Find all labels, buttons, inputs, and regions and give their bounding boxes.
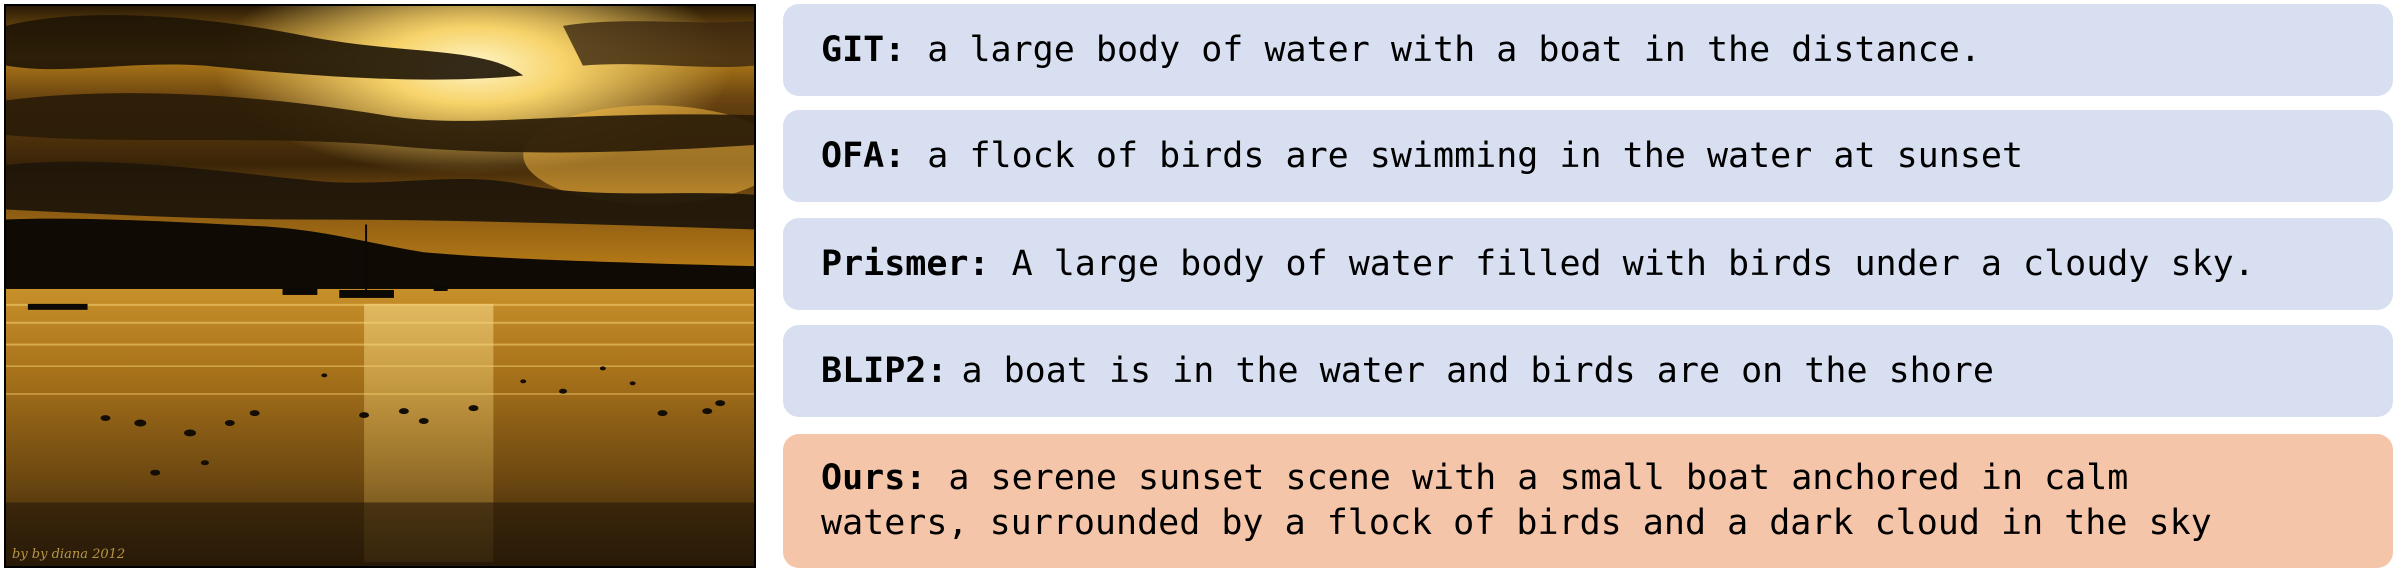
- caption-prismer: Prismer: A large body of water filled wi…: [783, 218, 2393, 310]
- caption-text: a serene sunset scene with a small boat …: [948, 458, 2129, 498]
- caption-text: a large body of water with a boat in the…: [927, 29, 1981, 70]
- model-label: BLIP2:: [821, 350, 948, 391]
- sunset-photo: by by diana 2012: [4, 4, 756, 568]
- caption-text: a flock of birds are swimming in the wat…: [927, 135, 2024, 176]
- caption-ofa: OFA: a flock of birds are swimming in th…: [783, 110, 2393, 202]
- model-label: OFA:: [821, 135, 906, 176]
- caption-text: A large body of water filled with birds …: [1011, 243, 2255, 284]
- caption-ours: Ours: a serene sunset scene with a small …: [783, 434, 2393, 568]
- caption-ours-line-1: Ours: a serene sunset scene with a small …: [821, 456, 2212, 501]
- model-label: Ours:: [821, 458, 927, 498]
- caption-git: GIT: a large body of water with a boat i…: [783, 4, 2393, 96]
- caption-ours-text: Ours: a serene sunset scene with a small …: [821, 456, 2212, 546]
- caption-list: GIT: a large body of water with a boat i…: [783, 4, 2393, 568]
- caption-blip2: BLIP2: a boat is in the water and birds …: [783, 325, 2393, 417]
- caption-text: a boat is in the water and birds are on …: [961, 350, 1994, 391]
- model-label: GIT:: [821, 29, 906, 70]
- model-label: Prismer:: [821, 243, 990, 284]
- caption-ours-line-2: waters, surrounded by a flock of birds a…: [821, 503, 2212, 543]
- photo-watermark: by by diana 2012: [12, 547, 126, 562]
- sunset-seascape-image: [6, 6, 754, 566]
